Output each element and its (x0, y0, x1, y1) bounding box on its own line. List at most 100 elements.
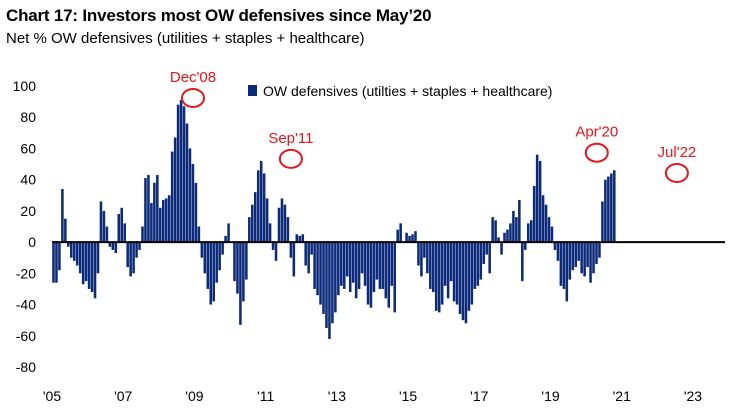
bar (357, 242, 361, 289)
bar (574, 242, 577, 268)
bar (497, 237, 500, 243)
bar (509, 223, 512, 243)
bar (135, 242, 138, 258)
bar (506, 229, 509, 243)
bar (595, 242, 598, 264)
legend-swatch (248, 85, 257, 96)
x-tick-label: '19 (541, 388, 559, 404)
bar (313, 242, 316, 289)
bar (559, 242, 563, 286)
y-tick-label: 0 (28, 234, 36, 250)
bar (580, 242, 583, 274)
x-tick-label: '21 (613, 388, 631, 404)
bar (601, 201, 604, 243)
y-tick-label: 100 (13, 78, 37, 94)
bar (613, 170, 616, 243)
bar (156, 174, 159, 243)
y-tick-label: -60 (16, 328, 36, 344)
bar (194, 182, 198, 243)
annotation-label: Sep'11 (268, 130, 313, 147)
bar (298, 235, 302, 243)
bar (132, 242, 135, 274)
bar (396, 229, 399, 243)
bar (467, 242, 471, 311)
x-tick-label: '23 (684, 388, 702, 404)
bar (105, 226, 109, 243)
bar (405, 232, 408, 243)
bar (532, 185, 536, 243)
bar (434, 242, 438, 311)
bar (470, 242, 474, 305)
x-tick-label: '09 (185, 388, 203, 404)
bar (485, 242, 488, 255)
bar (256, 170, 260, 243)
bar (538, 160, 542, 243)
bar (408, 235, 411, 243)
bar (123, 223, 126, 243)
x-tick-label: '07 (114, 388, 132, 404)
bar (164, 198, 168, 243)
bar (455, 242, 459, 305)
bar (366, 242, 370, 305)
bar (221, 242, 224, 255)
bar (72, 242, 76, 261)
bar (144, 178, 147, 243)
bar (52, 242, 55, 283)
y-tick-label: -20 (16, 265, 36, 281)
bar (345, 242, 349, 277)
chart-title: Chart 17: Investors most OW defensives s… (6, 6, 432, 25)
bar (70, 242, 73, 258)
bar (393, 242, 396, 313)
bar (117, 214, 121, 243)
bar (363, 242, 367, 286)
bar (197, 226, 201, 243)
bar (200, 242, 204, 258)
bar (176, 104, 180, 243)
bar (67, 242, 70, 247)
bar (167, 195, 171, 243)
y-tick-label: -80 (16, 359, 36, 375)
bar (488, 242, 491, 274)
bar (378, 242, 382, 289)
bar (375, 242, 379, 280)
bar (227, 223, 230, 243)
bar (218, 242, 221, 271)
y-tick-label: -40 (16, 297, 36, 313)
bar (399, 223, 402, 243)
annotation-label: Apr'20 (575, 124, 618, 141)
bar (592, 242, 595, 274)
bar (319, 242, 322, 305)
bar (521, 242, 524, 282)
bar (390, 242, 394, 286)
x-tick-label: '15 (399, 388, 417, 404)
bar (544, 204, 548, 243)
bar (446, 242, 450, 299)
bar (58, 242, 61, 271)
bar (78, 242, 82, 274)
bar (274, 242, 278, 261)
bar (348, 242, 352, 293)
x-tick-label: '11 (257, 388, 274, 404)
bar (153, 182, 156, 243)
bar (301, 234, 305, 243)
bar (138, 242, 141, 250)
bar (108, 242, 112, 247)
bar (251, 204, 254, 243)
bar (414, 231, 417, 243)
bar (191, 164, 195, 243)
bar (93, 242, 97, 299)
bar (162, 199, 165, 243)
bar (337, 242, 340, 296)
bar (369, 242, 373, 308)
y-tick-label: 20 (20, 203, 36, 219)
bar (417, 242, 420, 266)
bar (343, 242, 346, 289)
bar (426, 242, 429, 274)
bar (215, 242, 218, 283)
bar (550, 226, 554, 243)
bar (64, 218, 67, 243)
bar (515, 217, 518, 243)
bar (331, 242, 334, 324)
bar (482, 242, 486, 264)
